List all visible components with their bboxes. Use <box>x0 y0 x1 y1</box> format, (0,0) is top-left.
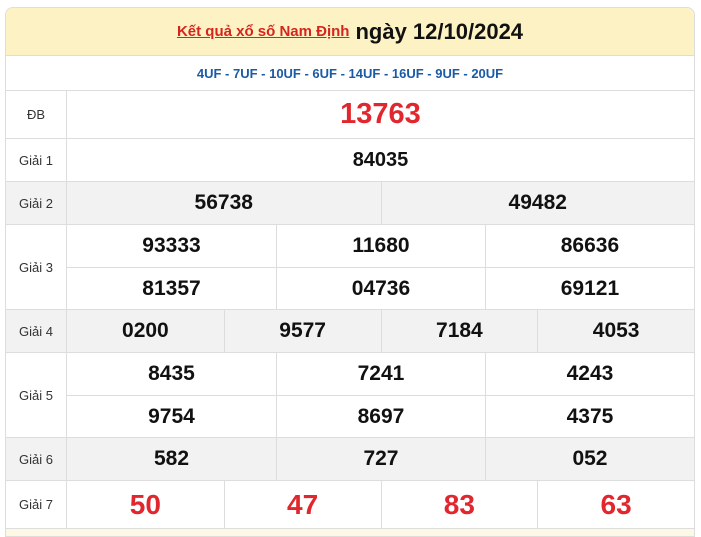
prize-number: 50 <box>129 488 161 520</box>
draw-date: ngày 12/10/2024 <box>355 18 524 44</box>
results-table: Kết quả xổ số Nam Định ngày 12/10/2024 4… <box>5 7 695 537</box>
prize-number: 4375 <box>484 395 694 437</box>
prize-number: 0200 <box>122 319 169 342</box>
prize-number: 63 <box>537 481 694 528</box>
prize-number: 7184 <box>380 310 538 352</box>
prize-number: 4243 <box>484 353 694 395</box>
prize-number: 9577 <box>223 310 381 352</box>
prize-number: 052 <box>484 438 694 480</box>
prize-row-g4: Giải 4 0200 9577 7184 4053 <box>6 310 694 353</box>
prize-number: 81357 <box>67 267 276 309</box>
prize-number: 13763 <box>340 98 421 130</box>
prize-number: 83 <box>380 481 538 528</box>
prize-number: 727 <box>275 438 485 480</box>
table-footer <box>6 529 694 536</box>
title-link[interactable]: Kết quả xổ số Nam Định <box>176 23 350 40</box>
prize-row-g1: Giải 1 84035 <box>6 139 694 182</box>
prize-label: Giải 5 <box>6 353 67 437</box>
prize-number: 8697 <box>275 395 485 437</box>
prize-number: 8435 <box>148 362 195 385</box>
prize-row-db: ĐB 13763 <box>6 91 694 139</box>
prize-label: Giải 6 <box>6 438 67 480</box>
prize-row-g5: Giải 5 8435 7241 4243 9754 8697 4375 <box>6 353 694 438</box>
prize-row-g2: Giải 2 56738 49482 <box>6 182 694 225</box>
prize-label: Giải 1 <box>6 139 67 181</box>
table-header: Kết quả xổ số Nam Định ngày 12/10/2024 <box>6 8 694 56</box>
prize-number: 86636 <box>484 225 694 267</box>
prize-label: Giải 3 <box>6 225 67 309</box>
prize-number: 47 <box>223 481 381 528</box>
prize-number: 04736 <box>275 267 485 309</box>
prize-row-g6: Giải 6 582 727 052 <box>6 438 694 481</box>
draw-codes: 4UF - 7UF - 10UF - 6UF - 14UF - 16UF - 9… <box>6 56 694 91</box>
prize-label: Giải 7 <box>6 481 67 528</box>
prize-label: Giải 4 <box>6 310 67 352</box>
prize-row-g7: Giải 7 50 47 83 63 <box>6 481 694 529</box>
prize-row-g3: Giải 3 93333 11680 86636 81357 04736 691… <box>6 225 694 310</box>
prize-number: 93333 <box>142 234 201 257</box>
prize-number: 84035 <box>352 148 409 171</box>
prize-number: 4053 <box>537 310 694 352</box>
prize-number: 7241 <box>275 353 485 395</box>
prize-label: ĐB <box>6 91 67 138</box>
prize-label: Giải 2 <box>6 182 67 224</box>
prize-number: 9754 <box>67 395 276 437</box>
prize-number: 56738 <box>194 191 253 214</box>
prize-number: 11680 <box>275 225 485 267</box>
prize-number: 49482 <box>380 182 695 224</box>
prize-number: 582 <box>153 447 190 470</box>
prize-number: 69121 <box>484 267 694 309</box>
